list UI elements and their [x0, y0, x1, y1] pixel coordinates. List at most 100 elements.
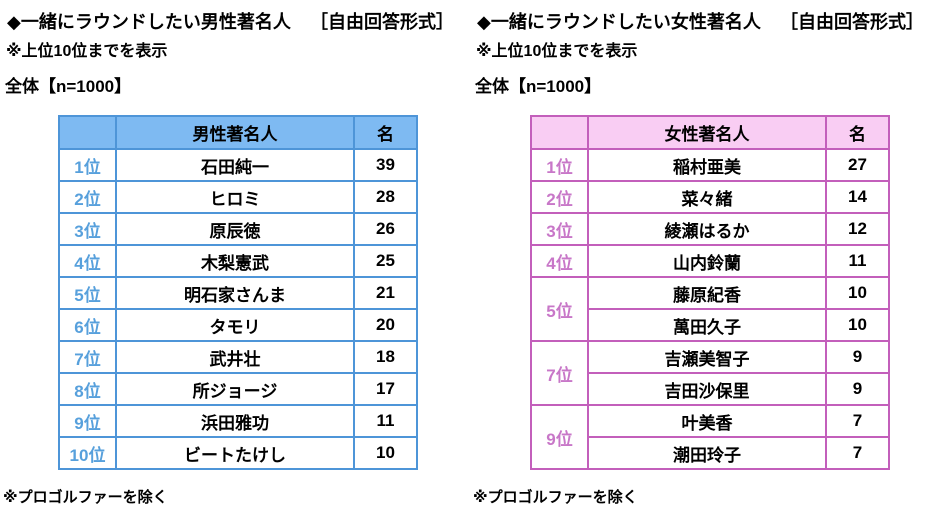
- male-panel-title: ◆一緒にラウンドしたい男性著名人: [7, 12, 291, 32]
- count-cell: 7: [825, 404, 890, 438]
- rank-cell: 10位: [58, 436, 117, 470]
- rank-cell: 9位: [530, 404, 589, 470]
- male-base-label: 全体【n=1000】: [5, 77, 132, 96]
- panel-female-celebrities: ◆一緒にラウンドしたい女性著名人 ［自由回答形式］ ※上位10位までを表示 全体…: [470, 0, 940, 520]
- rank-cell: 8位: [58, 372, 117, 406]
- rank-cell: 6位: [58, 308, 117, 342]
- table-row: 7位 武井壮 18: [58, 340, 418, 374]
- name-cell: 明石家さんま: [115, 276, 355, 310]
- name-cell: 所ジョージ: [115, 372, 355, 406]
- table-row: 3位 綾瀬はるか 12: [530, 212, 890, 246]
- male-display-note: ※上位10位までを表示: [6, 43, 168, 60]
- rank-cell: 4位: [530, 244, 589, 278]
- female-rank-header-cell: [530, 115, 589, 150]
- count-cell: 10: [825, 308, 890, 342]
- table-row: 4位 山内鈴蘭 11: [530, 244, 890, 278]
- rank-cell: 1位: [530, 148, 589, 182]
- male-footnote: ※プロゴルファーを除く: [3, 489, 168, 506]
- count-cell: 17: [353, 372, 418, 406]
- count-cell: 9: [825, 372, 890, 406]
- table-row: 吉田沙保里 9: [531, 372, 890, 406]
- male-count-header-cell: 名: [353, 115, 418, 150]
- name-cell: 綾瀬はるか: [587, 212, 827, 246]
- table-row: 2位 菜々緒 14: [530, 180, 890, 214]
- count-cell: 14: [825, 180, 890, 214]
- rank-cell: 5位: [58, 276, 117, 310]
- name-cell: タモリ: [115, 308, 355, 342]
- name-cell: ヒロミ: [115, 180, 355, 214]
- table-row: 8位 所ジョージ 17: [58, 372, 418, 406]
- name-cell: 稲村亜美: [587, 148, 827, 182]
- count-cell: 20: [353, 308, 418, 342]
- female-title-row: ◆一緒にラウンドしたい女性著名人 ［自由回答形式］: [477, 10, 940, 34]
- female-answer-format-note: ［自由回答形式］: [780, 12, 924, 32]
- name-cell: 原辰徳: [115, 212, 355, 246]
- rank-cell: 7位: [530, 340, 589, 406]
- count-cell: 10: [353, 436, 418, 470]
- name-cell: 吉田沙保里: [587, 372, 827, 406]
- count-cell: 7: [825, 436, 890, 470]
- female-footnote: ※プロゴルファーを除く: [473, 489, 638, 506]
- table-row: 4位 木梨憲武 25: [58, 244, 418, 278]
- male-name-header-cell: 男性著名人: [115, 115, 355, 150]
- female-panel-title: ◆一緒にラウンドしたい女性著名人: [477, 12, 761, 32]
- table-row: 7位 吉瀬美智子 9: [530, 340, 890, 406]
- count-cell: 39: [353, 148, 418, 182]
- male-title-row: ◆一緒にラウンドしたい男性著名人 ［自由回答形式］: [7, 10, 470, 34]
- rank-cell: 1位: [58, 148, 117, 182]
- male-header-row: 男性著名人 名: [58, 115, 418, 150]
- rank-cell: 2位: [530, 180, 589, 214]
- name-cell: 藤原紀香: [587, 276, 827, 310]
- male-ranking-table: 男性著名人 名 1位 石田純一 39 2位 ヒロミ 28 3位 原辰徳 26 4位 木梨憲武 2…: [58, 115, 418, 470]
- name-cell: 菜々緒: [587, 180, 827, 214]
- female-header-row: 女性著名人 名: [530, 115, 890, 150]
- name-cell: 山内鈴蘭: [587, 244, 827, 278]
- table-row: 5位 藤原紀香 10: [530, 276, 890, 342]
- table-row: 3位 原辰徳 26: [58, 212, 418, 246]
- female-display-note: ※上位10位までを表示: [476, 43, 638, 60]
- table-row: 9位 叶美香 7: [530, 404, 890, 470]
- rank-cell: 4位: [58, 244, 117, 278]
- rank-cell: 7位: [58, 340, 117, 374]
- female-ranking-table: 女性著名人 名 1位 稲村亜美 27 2位 菜々緒 14 3位 綾瀬はるか 12 4位 山内鈴…: [530, 115, 890, 470]
- name-cell: 叶美香: [587, 404, 827, 438]
- count-cell: 26: [353, 212, 418, 246]
- name-cell: 武井壮: [115, 340, 355, 374]
- name-cell: 萬田久子: [587, 308, 827, 342]
- count-cell: 9: [825, 340, 890, 374]
- name-cell: 吉瀬美智子: [587, 340, 827, 374]
- name-cell: 木梨憲武: [115, 244, 355, 278]
- rank-cell: 2位: [58, 180, 117, 214]
- count-cell: 28: [353, 180, 418, 214]
- name-cell: 石田純一: [115, 148, 355, 182]
- table-row: 1位 稲村亜美 27: [530, 148, 890, 182]
- count-cell: 21: [353, 276, 418, 310]
- count-cell: 12: [825, 212, 890, 246]
- name-cell: ビートたけし: [115, 436, 355, 470]
- count-cell: 10: [825, 276, 890, 310]
- table-row: 萬田久子 10: [531, 308, 890, 342]
- count-cell: 11: [825, 244, 890, 278]
- female-base-label: 全体【n=1000】: [475, 77, 602, 96]
- female-name-header-cell: 女性著名人: [587, 115, 827, 150]
- name-cell: 潮田玲子: [587, 436, 827, 470]
- table-row: 10位 ビートたけし 10: [58, 436, 418, 470]
- table-row: 9位 浜田雅功 11: [58, 404, 418, 438]
- rank-cell: 9位: [58, 404, 117, 438]
- table-row: 2位 ヒロミ 28: [58, 180, 418, 214]
- table-row: 1位 石田純一 39: [58, 148, 418, 182]
- male-rank-header-cell: [58, 115, 117, 150]
- rank-cell: 5位: [530, 276, 589, 342]
- table-row: 6位 タモリ 20: [58, 308, 418, 342]
- rank-cell: 3位: [530, 212, 589, 246]
- count-cell: 11: [353, 404, 418, 438]
- rank-cell: 3位: [58, 212, 117, 246]
- male-answer-format-note: ［自由回答形式］: [310, 12, 454, 32]
- name-cell: 浜田雅功: [115, 404, 355, 438]
- count-cell: 25: [353, 244, 418, 278]
- female-count-header-cell: 名: [825, 115, 890, 150]
- count-cell: 27: [825, 148, 890, 182]
- panel-male-celebrities: ◆一緒にラウンドしたい男性著名人 ［自由回答形式］ ※上位10位までを表示 全体…: [3, 10, 470, 506]
- table-row: 5位 明石家さんま 21: [58, 276, 418, 310]
